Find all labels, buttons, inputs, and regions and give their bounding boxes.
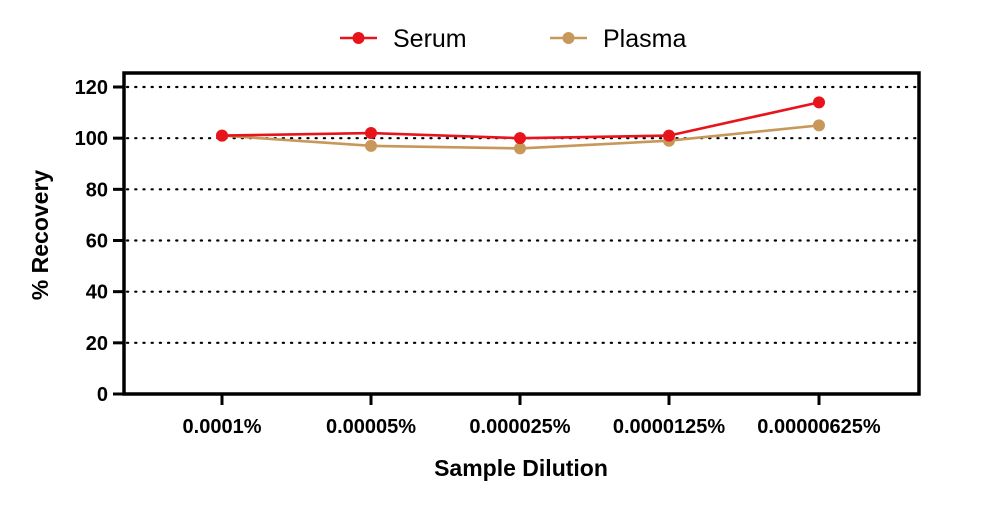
x-tick-label: 0.000025% [469, 416, 570, 438]
data-point-plasma [365, 139, 377, 152]
gridlines [125, 85, 918, 344]
legend-marker-serum [352, 32, 365, 44]
legend-label-plasma: Plasma [603, 25, 686, 53]
y-tick-label: 60 [86, 231, 108, 253]
x-tick-label: 0.0000125% [613, 416, 726, 438]
x-tick-label: 0.00005% [326, 416, 416, 438]
data-point-serum [365, 127, 377, 140]
plot-frame [122, 71, 921, 396]
y-tick-label: 100 [75, 128, 108, 150]
y-tick-label: 40 [86, 282, 108, 304]
data-point-serum [216, 129, 228, 142]
data-point-serum [813, 96, 825, 109]
y-tick-label: 120 [75, 77, 108, 99]
series-layer [216, 96, 825, 155]
x-tick-label: 0.00000625% [757, 416, 881, 438]
data-point-serum [663, 129, 675, 142]
x-tick-label: 0.0001% [183, 416, 262, 438]
data-point-plasma [514, 142, 526, 155]
y-tick-label: 20 [86, 333, 108, 355]
axes: 0 20 40 60 80 100 120 0.0001% 0.00005% 0.000025% 0… [75, 71, 921, 438]
data-point-serum [514, 132, 526, 145]
y-axis-title: % Recovery [27, 170, 53, 301]
legend-marker-plasma [562, 32, 575, 44]
x-axis-title: Sample Dilution [434, 455, 608, 481]
legend-label-serum: Serum [393, 25, 467, 53]
y-tick-label: 0 [97, 384, 108, 406]
legend: Serum Plasma [340, 25, 686, 53]
y-tick-label: 80 [86, 179, 108, 201]
data-point-plasma [813, 119, 825, 132]
